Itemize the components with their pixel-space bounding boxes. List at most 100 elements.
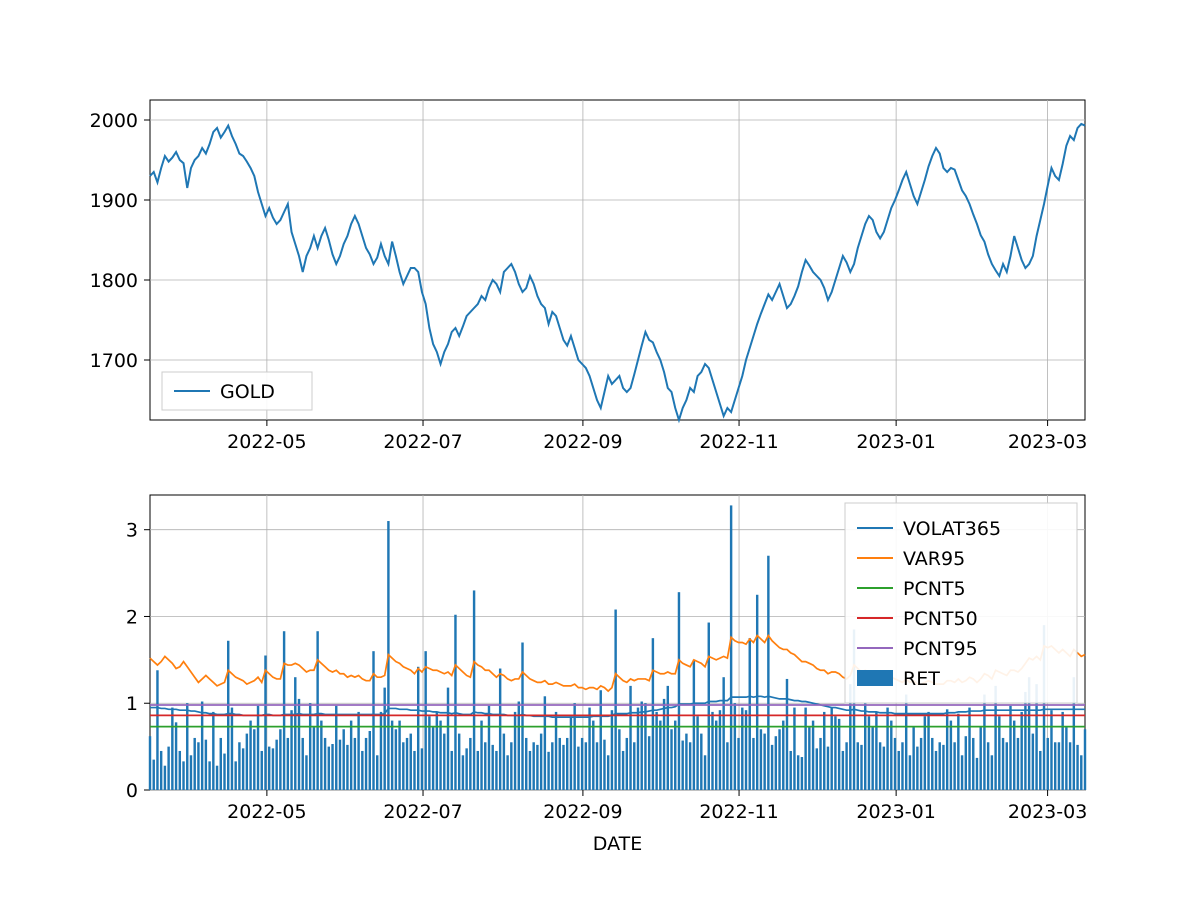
ret-bar <box>875 712 877 790</box>
ret-bar <box>644 703 646 790</box>
svg-text:2022-09: 2022-09 <box>543 801 622 823</box>
ret-bar <box>287 738 289 790</box>
ret-bar <box>447 688 449 790</box>
ret-bar <box>544 696 546 790</box>
ret-bar <box>242 748 244 790</box>
ret-bar <box>465 748 467 790</box>
ret-bar <box>566 738 568 790</box>
ret-bar <box>346 745 348 790</box>
ret-bar <box>1013 721 1015 790</box>
ret-bar <box>298 699 300 790</box>
ret-bar <box>573 703 575 790</box>
ret-bar <box>484 742 486 790</box>
ret-bar <box>667 686 669 790</box>
ret-bar <box>1006 742 1008 790</box>
svg-text:2023-03: 2023-03 <box>1008 431 1087 453</box>
ret-bar <box>413 751 415 790</box>
ret-bar <box>983 695 985 790</box>
ret-bar <box>559 738 561 790</box>
ret-bar <box>782 721 784 790</box>
ret-bar <box>611 710 613 790</box>
ret-bar <box>421 748 423 790</box>
ret-bar <box>290 710 292 790</box>
ret-bar <box>171 708 173 790</box>
ret-bar <box>1084 729 1086 790</box>
ret-bar <box>1054 742 1056 790</box>
ret-bar <box>529 751 531 790</box>
ret-bar <box>890 721 892 790</box>
ret-bar <box>685 734 687 790</box>
ret-bar <box>532 742 534 790</box>
ret-bar <box>1076 745 1078 790</box>
ret-bar <box>942 745 944 790</box>
ret-bar <box>1017 738 1019 790</box>
ret-bar <box>309 703 311 790</box>
ret-bar <box>681 741 683 790</box>
ret-bar <box>823 712 825 790</box>
ret-bar <box>726 742 728 790</box>
ret-bar <box>156 670 158 790</box>
ret-bar <box>708 623 710 790</box>
ret-bar <box>503 734 505 790</box>
ret-bar <box>562 745 564 790</box>
ret-bar <box>901 742 903 790</box>
ret-bar <box>380 712 382 790</box>
ret-bar <box>331 744 333 790</box>
ret-bar <box>547 752 549 790</box>
ret-bar <box>715 721 717 790</box>
ret-bar <box>793 708 795 790</box>
ret-bar <box>395 729 397 790</box>
ret-bar <box>153 760 155 790</box>
svg-text:2023-03: 2023-03 <box>1008 801 1087 823</box>
ret-bar <box>745 710 747 790</box>
ret-bar <box>1009 706 1011 790</box>
ret-bar <box>506 755 508 790</box>
ret-bar <box>622 751 624 790</box>
ret-bar <box>827 747 829 790</box>
ret-bar <box>268 747 270 790</box>
ret-bar <box>1069 742 1071 790</box>
ret-bar <box>1080 755 1082 790</box>
legend-label-pcnt50: PCNT50 <box>903 608 978 630</box>
ret-bar <box>648 736 650 790</box>
ret-bar <box>451 751 453 790</box>
legend-label-gold: GOLD <box>220 381 275 403</box>
ret-bar <box>436 712 438 790</box>
ret-bar <box>786 679 788 790</box>
ret-bar <box>398 721 400 790</box>
ret-bar <box>801 757 803 790</box>
ret-bar <box>812 721 814 790</box>
legend-label-pcnt95: PCNT95 <box>903 638 978 660</box>
legend-label-volat365: VOLAT365 <box>903 518 1001 540</box>
ret-bar <box>197 742 199 790</box>
ret-bar <box>182 761 184 790</box>
legend-label-var95: VAR95 <box>903 548 965 570</box>
ret-bar <box>607 755 609 790</box>
ret-bar <box>920 738 922 790</box>
ret-bar <box>1061 712 1063 790</box>
ret-bar <box>678 592 680 790</box>
svg-text:1700: 1700 <box>90 350 138 372</box>
ret-bar <box>320 721 322 790</box>
ret-bar <box>842 751 844 790</box>
figure-container: 17001800190020002022-052022-072022-09202… <box>0 0 1200 900</box>
ret-bar <box>275 740 277 790</box>
ret-bar <box>979 728 981 790</box>
ret-bar <box>220 738 222 790</box>
ret-bar <box>689 742 691 790</box>
ret-bar <box>722 677 724 790</box>
ret-bar <box>760 729 762 790</box>
ret-bar <box>585 742 587 790</box>
ret-bar <box>618 729 620 790</box>
ret-bar <box>939 742 941 790</box>
ret-bar <box>1039 751 1041 790</box>
ret-bar <box>283 631 285 790</box>
ret-bar <box>499 669 501 790</box>
ret-bar <box>674 721 676 790</box>
ret-bar <box>454 615 456 790</box>
ret-bar <box>912 728 914 790</box>
ret-bar <box>1020 712 1022 790</box>
ret-bar <box>458 734 460 790</box>
ret-bar <box>491 745 493 790</box>
svg-text:2022-05: 2022-05 <box>227 431 306 453</box>
